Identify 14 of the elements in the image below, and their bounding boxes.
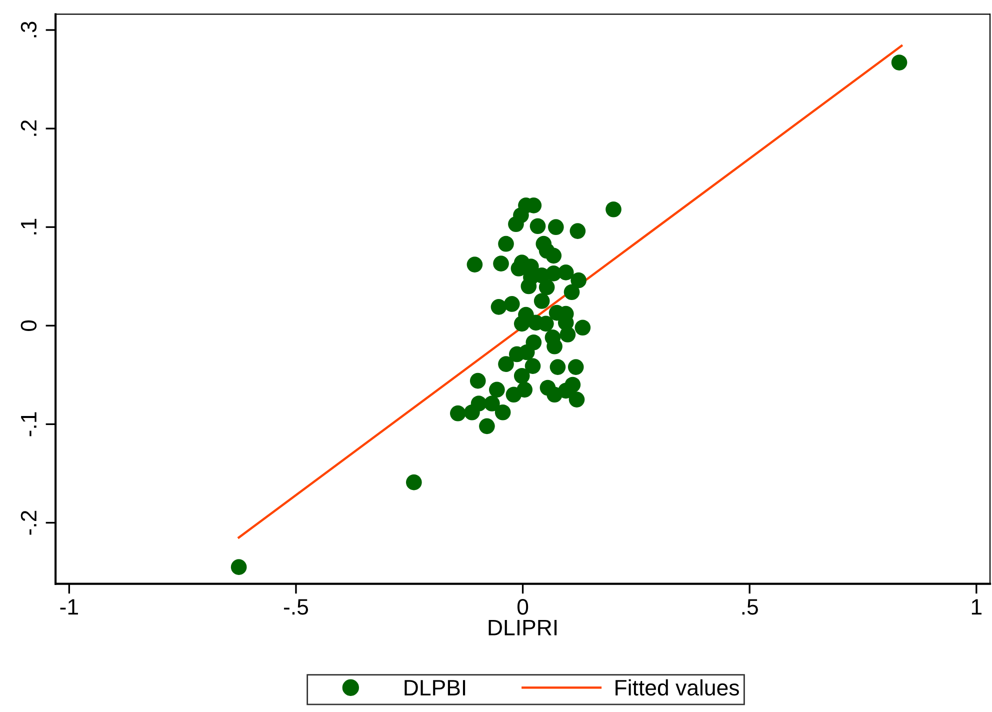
y-tick-label: -.2: [20, 510, 36, 535]
y-tick-label: 0: [20, 320, 37, 331]
x-tick-label: .5: [742, 599, 758, 615]
x-tick-label: 0: [517, 599, 528, 615]
x-tick-label: -1: [60, 599, 78, 615]
x-tick-label: -.5: [284, 599, 308, 615]
x-axis-title: DLIPRI: [488, 620, 557, 636]
y-tick-label: .3: [20, 22, 37, 38]
y-tick-label: .1: [21, 218, 36, 234]
y-tick-label: -.1: [21, 412, 36, 436]
legend-label: Fitted values: [616, 679, 739, 696]
y-tick-label: .2: [20, 120, 36, 136]
x-tick-label: 1: [972, 599, 982, 615]
legend-label: DLPBI: [404, 680, 466, 696]
